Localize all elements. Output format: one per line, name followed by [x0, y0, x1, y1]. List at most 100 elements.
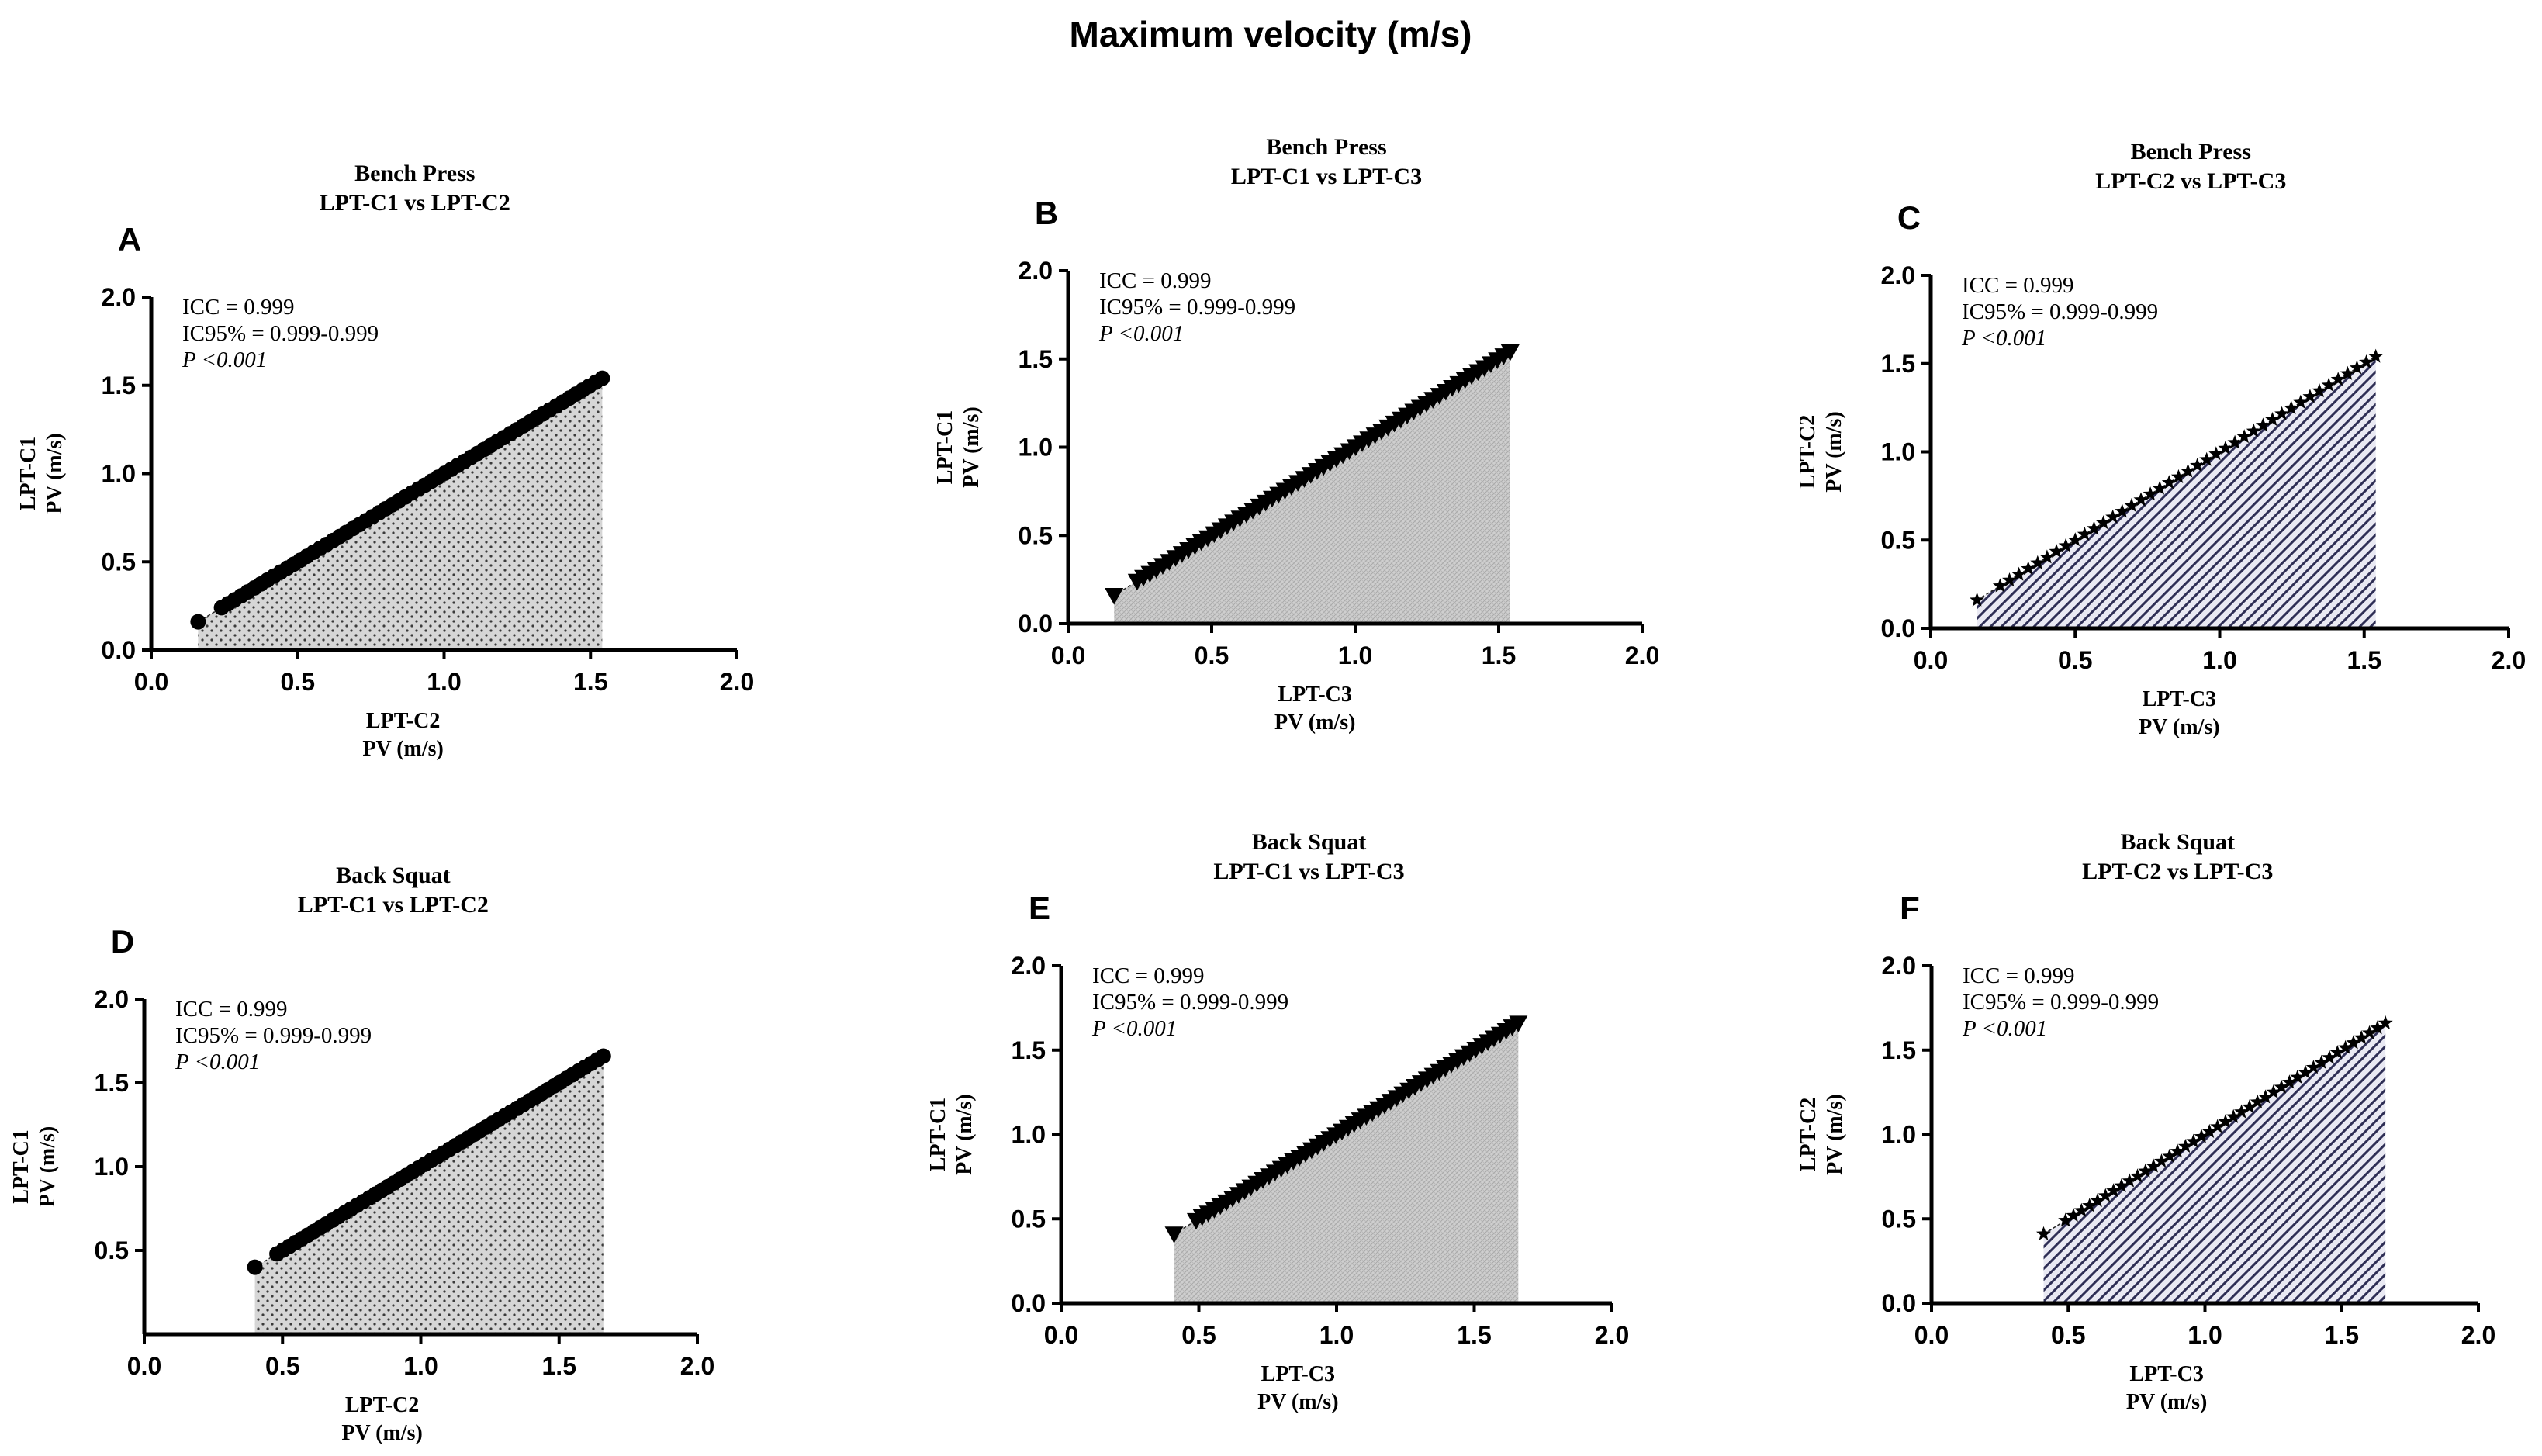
- x-tick-label: 0.0: [134, 668, 168, 696]
- x-tick-label: 0.5: [281, 668, 315, 696]
- x-tick-label: 1.0: [403, 1352, 438, 1380]
- y-axis-label: LPT-C1: [9, 1129, 33, 1203]
- stat-icc: ICC = 0.999: [175, 997, 287, 1022]
- y-tick-label: 1.0: [1012, 1121, 1046, 1149]
- data-point: [2199, 451, 2215, 466]
- x-axis-unit-label: PV (m/s): [1257, 1390, 1338, 1414]
- area-fill: [1977, 356, 2376, 628]
- stat-p-value: P <0.001: [175, 1050, 260, 1074]
- data-point: [2349, 360, 2364, 375]
- data-point: [2058, 538, 2073, 552]
- y-tick-label: 1.0: [95, 1153, 129, 1181]
- y-tick-label: 0.5: [1019, 521, 1053, 549]
- y-tick-label: 0.0: [1882, 1289, 1916, 1317]
- y-tick-label: 2.0: [1012, 952, 1046, 980]
- y-tick-label: 1.5: [102, 372, 136, 399]
- x-tick-label: 1.5: [2325, 1321, 2359, 1349]
- data-point: [2201, 1123, 2217, 1138]
- x-tick-label: 1.5: [2347, 646, 2381, 674]
- panel-letter: F: [1900, 890, 1920, 926]
- y-tick-label: 2.0: [1019, 257, 1053, 285]
- data-point: [2177, 1139, 2193, 1153]
- y-tick-label: 0.0: [1019, 610, 1053, 638]
- data-point: [2098, 1188, 2113, 1202]
- y-tick-label: 0.5: [1012, 1205, 1046, 1233]
- data-point: [2354, 1030, 2369, 1045]
- data-point: [2096, 515, 2111, 530]
- y-tick-label: 1.0: [1881, 438, 1915, 466]
- y-tick-label: 0.0: [1012, 1289, 1046, 1317]
- stat-ci95: IC95% = 0.999-0.999: [1963, 990, 2159, 1015]
- y-tick-label: 2.0: [95, 985, 129, 1013]
- data-point: [2370, 1020, 2385, 1035]
- x-tick-label: 1.0: [1338, 642, 1372, 669]
- stat-icc: ICC = 0.999: [1092, 963, 1204, 988]
- x-tick-label: 1.0: [1319, 1321, 1354, 1349]
- data-point: [2210, 1119, 2226, 1133]
- data-point: [2242, 1099, 2257, 1114]
- data-point: [2077, 526, 2092, 541]
- panel-subtitle: LPT-C2 vs LPT-C3: [2082, 859, 2273, 884]
- panel-title: Bench Press: [354, 161, 475, 186]
- data-point: [2152, 480, 2167, 495]
- x-tick-label: 1.5: [542, 1352, 576, 1380]
- y-axis-unit-label: PV (m/s): [1822, 411, 1846, 492]
- x-tick-label: 0.0: [127, 1352, 161, 1380]
- x-tick-label: 2.0: [1625, 642, 1659, 669]
- x-tick-label: 0.5: [2051, 1321, 2085, 1349]
- data-point: [2021, 561, 2036, 576]
- y-tick-label: 1.0: [1882, 1121, 1916, 1149]
- data-point: [2138, 1163, 2153, 1178]
- stat-ci95: IC95% = 0.999-0.999: [1099, 295, 1295, 320]
- x-axis-label: LPT-C2: [366, 709, 440, 733]
- data-point: [2186, 1133, 2201, 1148]
- y-axis-unit-label: PV (m/s): [43, 433, 67, 514]
- x-axis-label: LPT-C3: [1261, 1362, 1335, 1386]
- y-tick-label: 0.0: [1881, 614, 1915, 642]
- panel-a: Bench Press LPT-C1 vs LPT-C2 A 0.0 0.5 1.0 1.5…: [16, 161, 754, 761]
- y-tick-label: 1.0: [1019, 434, 1053, 462]
- panel-subtitle: LPT-C1 vs LPT-C2: [298, 892, 489, 918]
- y-tick-label: 2.0: [1882, 952, 1916, 980]
- data-point: [2130, 1168, 2145, 1183]
- stat-p-value: P <0.001: [1962, 1016, 2047, 1041]
- x-tick-label: 2.0: [1595, 1321, 1629, 1349]
- data-point: [2330, 372, 2346, 386]
- x-axis-label: LPT-C3: [1278, 683, 1351, 707]
- y-axis-label: LPT-C1: [926, 1098, 950, 1171]
- y-tick-label: 1.5: [1012, 1036, 1046, 1064]
- x-tick-label: 2.0: [680, 1352, 714, 1380]
- y-tick-label: 1.5: [95, 1069, 129, 1097]
- data-point: [2073, 1202, 2089, 1217]
- area-fill: [2043, 1022, 2386, 1303]
- panels-group: Bench Press LPT-C1 vs LPT-C2 A 0.0 0.5 1.0 1.5…: [9, 134, 2526, 1445]
- x-tick-label: 1.5: [1482, 642, 1516, 669]
- data-point: [2058, 1212, 2073, 1227]
- panel-d: Back Squat LPT-C1 vs LPT-C2 D 0.0 0.5 1.0 1.5 2…: [9, 863, 714, 1445]
- data-point: [1105, 588, 1124, 605]
- x-tick-label: 2.0: [2492, 646, 2526, 674]
- y-axis-label: LPT-C2: [1796, 415, 1820, 489]
- data-point: [2338, 1039, 2354, 1054]
- y-tick-label: 0.5: [1882, 1205, 1916, 1233]
- data-point: [2181, 463, 2195, 478]
- area-fill: [1174, 1022, 1519, 1303]
- data-point: [2346, 1035, 2361, 1050]
- data-point: [2226, 1108, 2241, 1123]
- data-point: [2170, 1143, 2185, 1158]
- x-tick-label: 0.5: [2058, 646, 2092, 674]
- panel-letter: C: [1897, 199, 1921, 236]
- stat-icc: ICC = 0.999: [1963, 963, 2074, 988]
- x-axis-label: LPT-C3: [2143, 687, 2216, 711]
- panel-f: Back Squat LPT-C2 vs LPT-C3 F 0.0 0.5 1.0 1.5 2…: [1797, 829, 2495, 1414]
- y-tick-label: 1.0: [102, 460, 136, 488]
- x-tick-label: 0.5: [1195, 642, 1229, 669]
- panel-subtitle: LPT-C1 vs LPT-C3: [1213, 859, 1404, 884]
- data-point: [2266, 1084, 2281, 1099]
- data-point: [2322, 1050, 2337, 1064]
- data-point: [2284, 400, 2299, 415]
- data-point: [2143, 486, 2158, 501]
- data-point: [2368, 348, 2384, 363]
- data-point: [2153, 1153, 2169, 1168]
